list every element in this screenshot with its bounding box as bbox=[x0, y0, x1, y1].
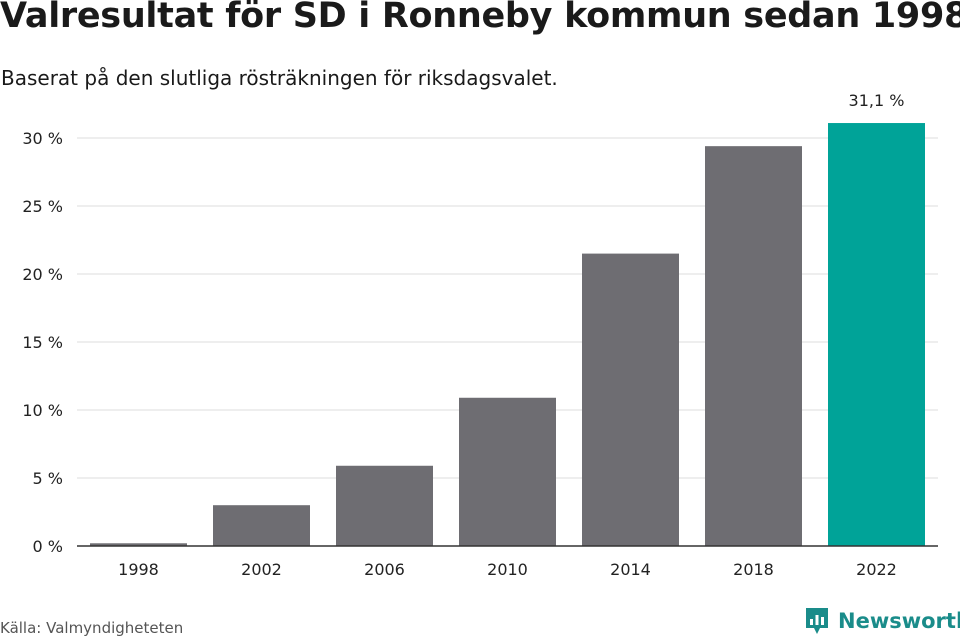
y-tick-label: 0 % bbox=[33, 537, 63, 556]
bar-2002 bbox=[213, 505, 310, 546]
y-tick-label: 5 % bbox=[33, 469, 63, 488]
chart-title: Valresultat för SD i Ronneby kommun seda… bbox=[0, 0, 960, 36]
y-tick-label: 20 % bbox=[22, 265, 63, 284]
bar-2014 bbox=[582, 253, 679, 546]
bar-2022 bbox=[828, 123, 925, 546]
x-tick-label: 2018 bbox=[733, 560, 774, 579]
data-labels: 31,1 % bbox=[849, 91, 905, 110]
bar-2010 bbox=[459, 397, 556, 546]
y-tick-label: 10 % bbox=[22, 401, 63, 420]
y-axis-ticks: 0 % 5 % 10 % 15 % 20 % 25 % 30 % bbox=[22, 129, 63, 556]
x-tick-label: 2022 bbox=[856, 560, 897, 579]
x-tick-label: 2010 bbox=[487, 560, 528, 579]
brand-name: Newsworthy bbox=[838, 609, 960, 633]
y-tick-label: 15 % bbox=[22, 333, 63, 352]
x-tick-label: 2002 bbox=[241, 560, 282, 579]
x-tick-label: 2014 bbox=[610, 560, 651, 579]
brand-logo: Newsworthy bbox=[804, 606, 960, 636]
y-tick-label: 30 % bbox=[22, 129, 63, 148]
x-axis-ticks: 1998 2002 2006 2010 2014 2018 2022 bbox=[118, 560, 897, 579]
newsworthy-logo-icon bbox=[806, 608, 828, 634]
data-label: 31,1 % bbox=[849, 91, 905, 110]
bar-2018 bbox=[705, 146, 802, 546]
bar-2006 bbox=[336, 465, 433, 546]
bar-1998 bbox=[90, 543, 187, 546]
x-tick-label: 2006 bbox=[364, 560, 405, 579]
source-note: Källa: Valmyndigheteten bbox=[0, 619, 184, 637]
bars bbox=[90, 123, 925, 546]
chart-subtitle: Baserat på den slutliga rösträkningen fö… bbox=[1, 66, 558, 90]
x-tick-label: 1998 bbox=[118, 560, 159, 579]
y-tick-label: 25 % bbox=[22, 197, 63, 216]
